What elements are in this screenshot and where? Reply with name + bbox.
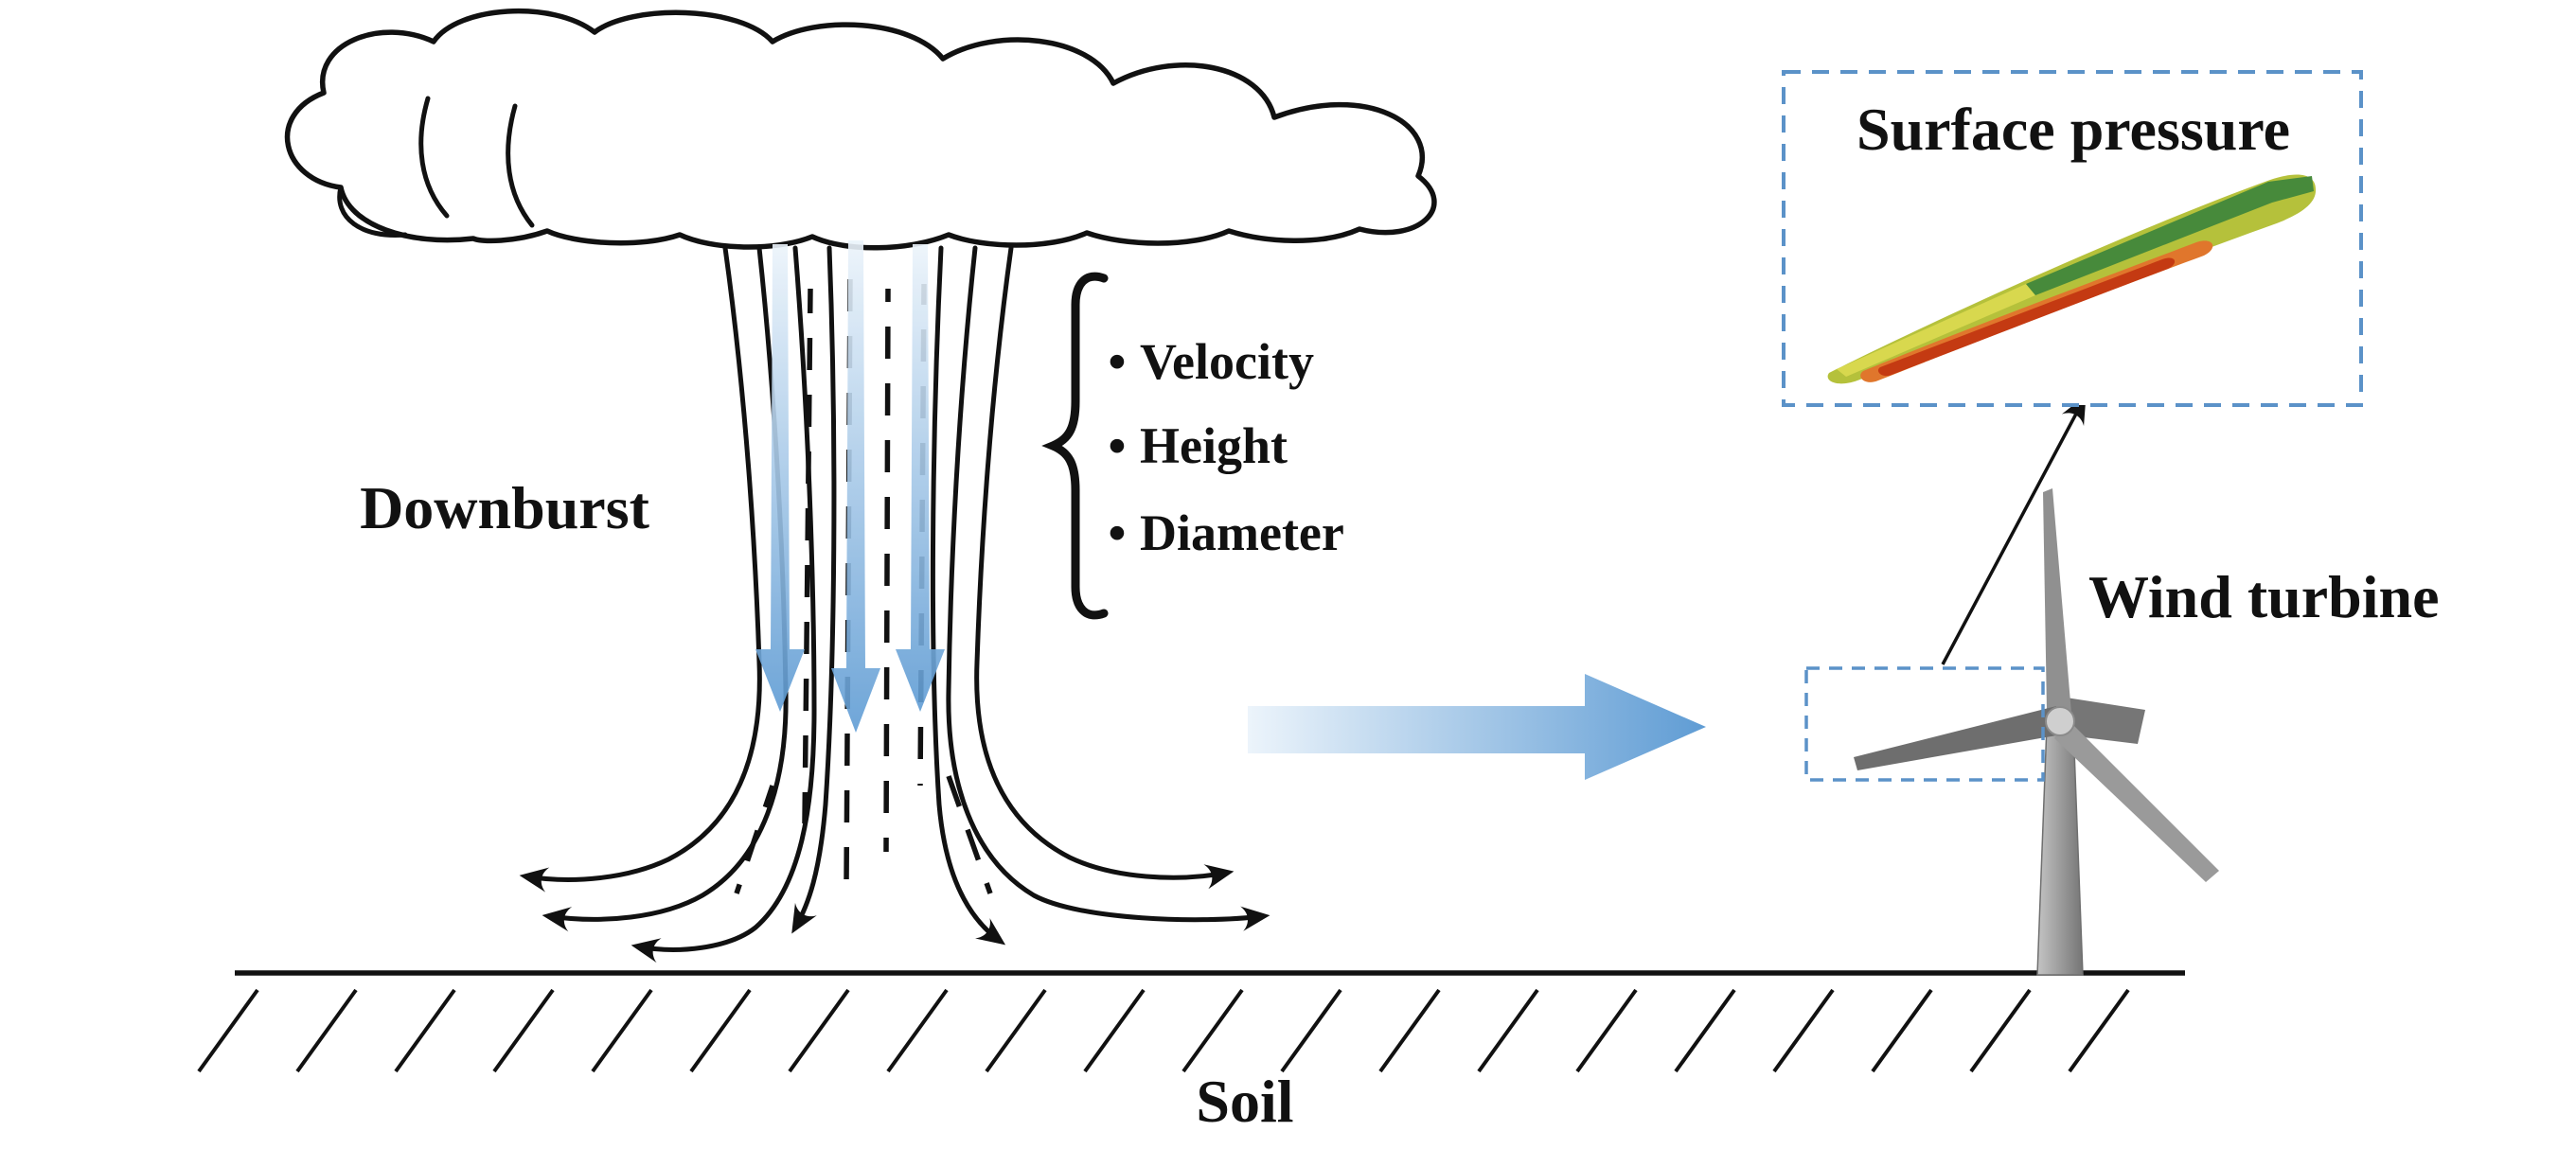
- wind-turbine-label: Wind turbine: [2088, 563, 2440, 630]
- blade-callout-arrow: [1941, 395, 2087, 665]
- cloud-curl-icon: [506, 103, 535, 228]
- soil-hatching: [197, 988, 2130, 1073]
- streamline-down-right: [930, 245, 1006, 946]
- rain-dash-line: [946, 775, 993, 894]
- cloud-curl-icon: [418, 96, 450, 219]
- turbine-hub: [2045, 706, 2075, 736]
- cloud-outline: [284, 8, 1437, 251]
- pressure-blade-top-green: [2026, 176, 2314, 295]
- pressure-blade-red-streak: [1877, 257, 2176, 377]
- streamline-left-mid: [542, 245, 789, 932]
- cloud-curl-icon: [337, 185, 408, 238]
- blade-focus-box: [1804, 666, 2045, 782]
- bullet-icon: •: [1109, 417, 1127, 474]
- rain-dash-line: [883, 288, 891, 853]
- pressure-blade: [1827, 174, 2317, 384]
- ground: Soil: [197, 970, 2185, 1135]
- process-arrow-icon: [1248, 674, 1706, 780]
- downdraft-arrow-icon: [755, 244, 805, 712]
- streamline-right-mid: [946, 245, 1270, 931]
- turbine-nacelle: [2060, 697, 2145, 744]
- parameter-diameter: Diameter: [1140, 504, 1344, 561]
- downdraft-arrow-icon: [831, 240, 880, 733]
- streamline-down-left: [791, 245, 837, 934]
- storm-cloud: [284, 8, 1437, 251]
- surface-pressure-label: Surface pressure: [1856, 96, 2290, 163]
- rain-dash-line: [734, 785, 775, 894]
- surface-pressure-inset: Surface pressure: [1782, 70, 2363, 407]
- turbine-blade-left: [1854, 706, 2062, 770]
- streamline-right-outer: [974, 245, 1235, 890]
- bullet-icon: •: [1109, 333, 1127, 390]
- streamline-left-inner: [631, 245, 817, 964]
- bullet-icon: •: [1109, 504, 1127, 561]
- parameter-height: Height: [1140, 417, 1288, 474]
- curly-brace: [1041, 272, 1109, 620]
- turbine-blade-down-right: [2054, 719, 2219, 882]
- turbine-blade-up: [2043, 488, 2071, 714]
- pressure-blade-top-yellow: [1837, 284, 2035, 377]
- wind-turbine: [1854, 488, 2219, 976]
- parameter-velocity: Velocity: [1140, 333, 1314, 390]
- downburst-label: Downburst: [360, 474, 650, 541]
- downdraft-arrow-icon: [896, 244, 945, 712]
- soil-label: Soil: [1196, 1068, 1293, 1135]
- downburst-parameter-list: • Velocity • Height • Diameter: [1109, 333, 1344, 561]
- downdraft-arrows: [755, 240, 945, 733]
- streamline-left-outer: [519, 245, 762, 893]
